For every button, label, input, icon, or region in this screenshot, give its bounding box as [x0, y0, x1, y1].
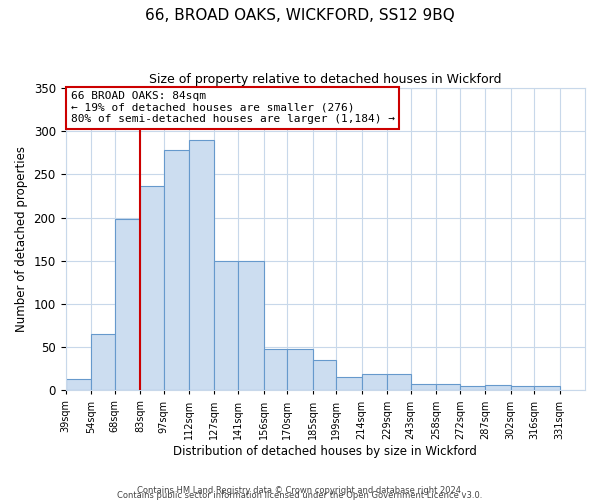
Bar: [411, 384, 436, 390]
Bar: [238, 261, 263, 390]
X-axis label: Distribution of detached houses by size in Wickford: Distribution of detached houses by size …: [173, 444, 477, 458]
Bar: [91, 334, 115, 390]
Bar: [164, 150, 189, 390]
Bar: [362, 374, 387, 390]
Bar: [214, 261, 238, 390]
Y-axis label: Number of detached properties: Number of detached properties: [15, 146, 28, 332]
Text: Contains HM Land Registry data © Crown copyright and database right 2024.: Contains HM Land Registry data © Crown c…: [137, 486, 463, 495]
Bar: [336, 376, 362, 390]
Bar: [115, 220, 140, 390]
Bar: [460, 386, 485, 390]
Bar: [387, 374, 411, 390]
Bar: [65, 379, 91, 390]
Bar: [511, 386, 534, 390]
Text: Contains public sector information licensed under the Open Government Licence v3: Contains public sector information licen…: [118, 490, 482, 500]
Bar: [263, 349, 287, 391]
Bar: [436, 384, 460, 390]
Title: Size of property relative to detached houses in Wickford: Size of property relative to detached ho…: [149, 72, 502, 86]
Text: 66, BROAD OAKS, WICKFORD, SS12 9BQ: 66, BROAD OAKS, WICKFORD, SS12 9BQ: [145, 8, 455, 22]
Bar: [140, 186, 164, 390]
Bar: [485, 385, 511, 390]
Bar: [287, 349, 313, 391]
Bar: [313, 360, 336, 390]
Bar: [534, 386, 560, 390]
Bar: [189, 140, 214, 390]
Text: 66 BROAD OAKS: 84sqm
← 19% of detached houses are smaller (276)
80% of semi-deta: 66 BROAD OAKS: 84sqm ← 19% of detached h…: [71, 91, 395, 124]
